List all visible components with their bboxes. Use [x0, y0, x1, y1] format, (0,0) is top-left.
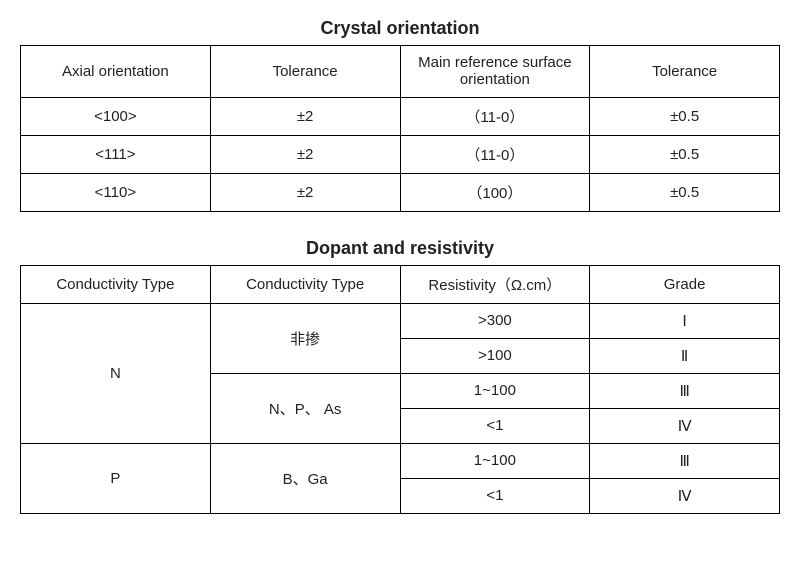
cell: ±0.5 — [590, 135, 780, 173]
table-header-row: Conductivity Type Conductivity Type Resi… — [21, 265, 780, 303]
cell-cond-n: N — [21, 303, 211, 443]
crystal-orientation-table: Axial orientation Tolerance Main referen… — [20, 45, 780, 212]
col-mainref: Main reference surface orientation — [400, 46, 590, 98]
cell: ±0.5 — [590, 97, 780, 135]
dopant-resistivity-table: Conductivity Type Conductivity Type Resi… — [20, 265, 780, 514]
cell: Ⅰ — [590, 303, 780, 338]
cell: 1~100 — [400, 373, 590, 408]
cell: （100） — [400, 173, 590, 211]
cell: <100> — [21, 97, 211, 135]
cell: Ⅲ — [590, 373, 780, 408]
cell: （11-0） — [400, 97, 590, 135]
col-tol2: Tolerance — [590, 46, 780, 98]
cell: Ⅳ — [590, 408, 780, 443]
table-row: <111> ±2 （11-0） ±0.5 — [21, 135, 780, 173]
cell: ±2 — [210, 173, 400, 211]
cell: <1 — [400, 478, 590, 513]
col-grade: Grade — [590, 265, 780, 303]
cell: ±2 — [210, 135, 400, 173]
cell: <111> — [21, 135, 211, 173]
cell: >100 — [400, 338, 590, 373]
cell-dopant-npas: N、P、 As — [210, 373, 400, 443]
cell: Ⅲ — [590, 443, 780, 478]
table-row: N 非掺 >300 Ⅰ — [21, 303, 780, 338]
cell-cond-p: P — [21, 443, 211, 513]
cell: Ⅱ — [590, 338, 780, 373]
col-resistivity: Resistivity（Ω.cm） — [400, 265, 590, 303]
cell: ±0.5 — [590, 173, 780, 211]
table-row: <110> ±2 （100） ±0.5 — [21, 173, 780, 211]
col-axial: Axial orientation — [21, 46, 211, 98]
dopant-title: Dopant and resistivity — [20, 238, 780, 259]
crystal-title: Crystal orientation — [20, 18, 780, 39]
cell: （11-0） — [400, 135, 590, 173]
cell: 1~100 — [400, 443, 590, 478]
cell-dopant-bga: B、Ga — [210, 443, 400, 513]
cell: Ⅳ — [590, 478, 780, 513]
cell: <110> — [21, 173, 211, 211]
table-row: P B、Ga 1~100 Ⅲ — [21, 443, 780, 478]
table-row: <100> ±2 （11-0） ±0.5 — [21, 97, 780, 135]
cell: >300 — [400, 303, 590, 338]
cell: ±2 — [210, 97, 400, 135]
table-header-row: Axial orientation Tolerance Main referen… — [21, 46, 780, 98]
cell-dopant-undoped: 非掺 — [210, 303, 400, 373]
col-cond2: Conductivity Type — [210, 265, 400, 303]
col-cond1: Conductivity Type — [21, 265, 211, 303]
cell: <1 — [400, 408, 590, 443]
col-tol1: Tolerance — [210, 46, 400, 98]
